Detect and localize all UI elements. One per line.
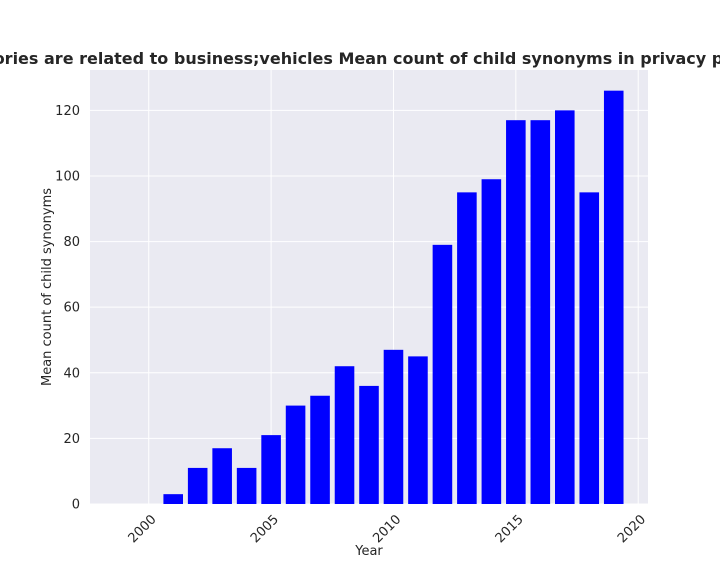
y-axis-ticks: 0 20 40 60 80 100 120 — [55, 104, 80, 513]
bar-2017 — [555, 110, 575, 504]
bar-2015 — [506, 120, 526, 504]
y-axis-label: Mean count of child synonyms — [40, 188, 55, 386]
bar-2007 — [310, 395, 330, 504]
x-axis-ticks: 2000 2005 2010 2015 2020 — [126, 512, 649, 546]
bar-2014 — [481, 179, 502, 504]
x-axis-label: Year — [354, 544, 383, 559]
bar-2013 — [457, 192, 477, 504]
bar-2008 — [334, 366, 355, 504]
bar-2002 — [187, 467, 208, 504]
y-tick-label: 0 — [72, 498, 80, 513]
y-tick-label: 20 — [63, 432, 80, 447]
x-tick-label: 2005 — [248, 512, 282, 546]
bar-2005 — [261, 435, 281, 504]
x-tick-label: 2015 — [493, 512, 527, 546]
chart-title: categories are related to business;vehic… — [0, 49, 720, 68]
y-tick-label: 40 — [63, 366, 80, 381]
y-tick-label: 80 — [63, 235, 80, 250]
bar-2010 — [383, 349, 404, 504]
bar-2001 — [163, 494, 183, 504]
bar-2004 — [236, 467, 257, 504]
bar-2009 — [359, 385, 379, 504]
y-tick-label: 60 — [63, 301, 80, 316]
x-tick-label: 2000 — [126, 512, 160, 546]
bar-2011 — [408, 356, 428, 504]
bars — [163, 90, 624, 505]
bar-2018 — [579, 192, 600, 504]
y-tick-label: 100 — [55, 169, 80, 184]
bar-2019 — [603, 90, 624, 505]
x-tick-label: 2010 — [370, 512, 404, 546]
y-tick-label: 120 — [55, 104, 80, 119]
bar-2003 — [212, 448, 232, 504]
bar-2016 — [530, 120, 551, 504]
bar-2012 — [432, 244, 453, 504]
x-tick-label: 2020 — [615, 512, 649, 546]
bar-2006 — [285, 405, 306, 504]
